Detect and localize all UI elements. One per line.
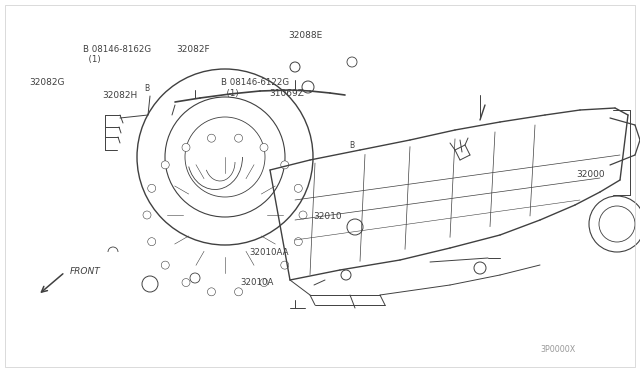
Text: B: B xyxy=(145,83,150,93)
Text: 32082G: 32082G xyxy=(29,78,64,87)
Text: 32088E: 32088E xyxy=(288,31,323,39)
Text: 32010: 32010 xyxy=(314,212,342,221)
Text: 32000: 32000 xyxy=(576,170,605,179)
Circle shape xyxy=(234,288,243,296)
Circle shape xyxy=(234,134,243,142)
Circle shape xyxy=(260,279,268,286)
Circle shape xyxy=(182,279,190,286)
Circle shape xyxy=(148,238,156,246)
Text: 3P0000X: 3P0000X xyxy=(541,345,576,354)
Circle shape xyxy=(148,184,156,192)
Text: 32082F: 32082F xyxy=(176,45,210,54)
Circle shape xyxy=(260,144,268,151)
Text: B: B xyxy=(349,141,355,150)
Circle shape xyxy=(161,161,169,169)
Text: 32010A: 32010A xyxy=(240,278,273,287)
Text: 32010AA: 32010AA xyxy=(250,248,289,257)
Circle shape xyxy=(207,288,216,296)
Text: B 08146-8162G
  (1): B 08146-8162G (1) xyxy=(83,45,151,64)
Circle shape xyxy=(299,211,307,219)
Circle shape xyxy=(281,161,289,169)
Text: 32082H: 32082H xyxy=(102,91,138,100)
Circle shape xyxy=(143,211,151,219)
Circle shape xyxy=(281,261,289,269)
Circle shape xyxy=(182,144,190,151)
Circle shape xyxy=(294,238,302,246)
Text: FRONT: FRONT xyxy=(70,267,100,276)
Circle shape xyxy=(207,134,216,142)
Text: B 08146-6122G
  (1): B 08146-6122G (1) xyxy=(221,78,289,97)
Circle shape xyxy=(294,184,302,192)
Circle shape xyxy=(161,261,169,269)
Text: 31069Z: 31069Z xyxy=(269,89,303,98)
